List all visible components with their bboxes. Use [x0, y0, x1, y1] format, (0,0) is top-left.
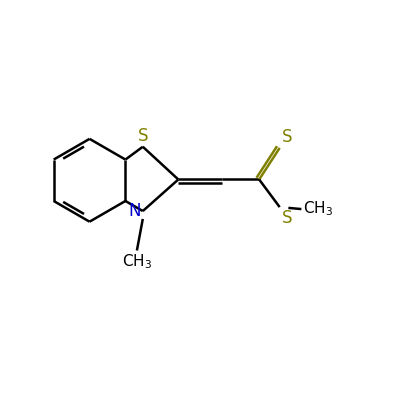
Text: S: S: [138, 127, 148, 145]
Text: CH$_3$: CH$_3$: [303, 200, 334, 218]
Text: S: S: [282, 209, 292, 227]
Text: CH$_3$: CH$_3$: [122, 252, 152, 271]
Text: N: N: [128, 202, 141, 220]
Text: S: S: [282, 128, 292, 146]
